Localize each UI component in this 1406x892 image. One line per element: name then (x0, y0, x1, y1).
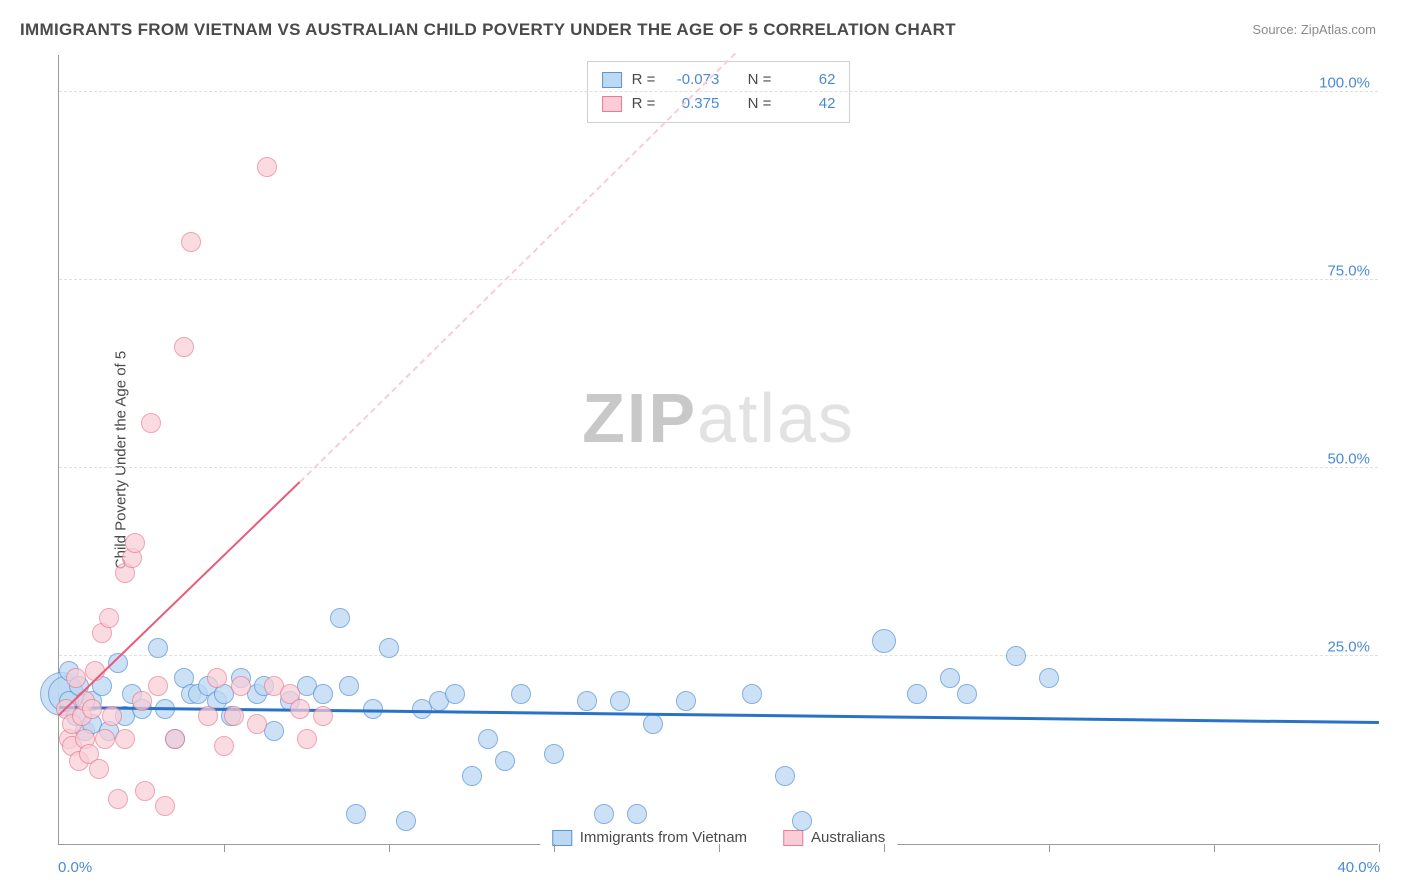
x-tick (1049, 844, 1050, 852)
data-point (330, 608, 350, 628)
n-value-series2: 42 (781, 92, 835, 116)
x-tick (389, 844, 390, 852)
data-point (99, 608, 119, 628)
x-tick (884, 844, 885, 852)
data-point (155, 796, 175, 816)
y-tick-label: 75.0% (1327, 262, 1370, 279)
data-point (148, 676, 168, 696)
chart-title: IMMIGRANTS FROM VIETNAM VS AUSTRALIAN CH… (20, 20, 956, 40)
x-tick (554, 844, 555, 852)
data-point (775, 766, 795, 786)
gridline (59, 91, 1378, 92)
data-point (1006, 646, 1026, 666)
data-point (290, 699, 310, 719)
source-name: ZipAtlas.com (1301, 22, 1376, 37)
data-point (396, 811, 416, 831)
data-point (346, 804, 366, 824)
legend-label-series1: Immigrants from Vietnam (580, 829, 747, 846)
legend-item-series2: Australians (783, 829, 885, 846)
data-point (792, 811, 812, 831)
data-point (445, 684, 465, 704)
data-point (594, 804, 614, 824)
gridline (59, 279, 1378, 280)
data-point (313, 684, 333, 704)
data-point (610, 691, 630, 711)
data-point (102, 706, 122, 726)
data-point (676, 691, 696, 711)
x-axis-end-label: 40.0% (1337, 859, 1380, 876)
data-point (231, 676, 251, 696)
watermark-zip: ZIP (582, 379, 697, 457)
data-point (1039, 668, 1059, 688)
n-label: N = (748, 68, 772, 92)
legend-item-series1: Immigrants from Vietnam (552, 829, 747, 846)
data-point (872, 629, 896, 653)
data-point (907, 684, 927, 704)
chart-container: Child Poverty Under the Age of 5 ZIPatla… (18, 50, 1388, 870)
trendline-extrapolated (299, 52, 736, 482)
data-point (95, 729, 115, 749)
x-tick (1214, 844, 1215, 852)
x-tick (719, 844, 720, 852)
x-tick (224, 844, 225, 852)
data-point (141, 413, 161, 433)
data-point (339, 676, 359, 696)
y-tick-label: 100.0% (1319, 74, 1370, 91)
data-point (115, 729, 135, 749)
data-point (257, 157, 277, 177)
data-point (198, 706, 218, 726)
n-value-series1: 62 (781, 68, 835, 92)
y-tick-label: 50.0% (1327, 450, 1370, 467)
swatch-series1 (602, 72, 622, 88)
data-point (462, 766, 482, 786)
data-point (82, 699, 102, 719)
source-attribution: Source: ZipAtlas.com (1252, 22, 1376, 37)
data-point (247, 714, 267, 734)
x-axis-origin-label: 0.0% (58, 859, 92, 876)
plot-area: ZIPatlas R = -0.073 N = 62 R = 0.375 N =… (58, 55, 1378, 845)
data-point (511, 684, 531, 704)
data-point (313, 706, 333, 726)
gridline (59, 655, 1378, 656)
data-point (495, 751, 515, 771)
data-point (297, 729, 317, 749)
data-point (940, 668, 960, 688)
data-point (89, 759, 109, 779)
data-point (132, 691, 152, 711)
data-point (478, 729, 498, 749)
x-tick (1379, 844, 1380, 852)
data-point (181, 232, 201, 252)
r-label: R = (632, 68, 656, 92)
y-tick-label: 25.0% (1327, 638, 1370, 655)
data-point (174, 337, 194, 357)
data-point (627, 804, 647, 824)
swatch-series2 (602, 96, 622, 112)
n-label: N = (748, 92, 772, 116)
data-point (66, 668, 86, 688)
data-point (165, 729, 185, 749)
data-point (148, 638, 168, 658)
data-point (379, 638, 399, 658)
data-point (125, 533, 145, 553)
data-point (214, 736, 234, 756)
data-point (742, 684, 762, 704)
data-point (577, 691, 597, 711)
watermark: ZIPatlas (582, 378, 855, 458)
watermark-atlas: atlas (697, 379, 855, 457)
data-point (135, 781, 155, 801)
r-value-series1: -0.073 (665, 68, 719, 92)
data-point (643, 714, 663, 734)
legend-label-series2: Australians (811, 829, 885, 846)
swatch-series2-b (783, 830, 803, 846)
stats-row-series1: R = -0.073 N = 62 (602, 68, 836, 92)
stats-row-series2: R = 0.375 N = 42 (602, 92, 836, 116)
r-label: R = (632, 92, 656, 116)
data-point (207, 668, 227, 688)
data-point (957, 684, 977, 704)
data-point (108, 789, 128, 809)
data-point (224, 706, 244, 726)
gridline (59, 467, 1378, 468)
source-label: Source: (1252, 22, 1297, 37)
data-point (544, 744, 564, 764)
